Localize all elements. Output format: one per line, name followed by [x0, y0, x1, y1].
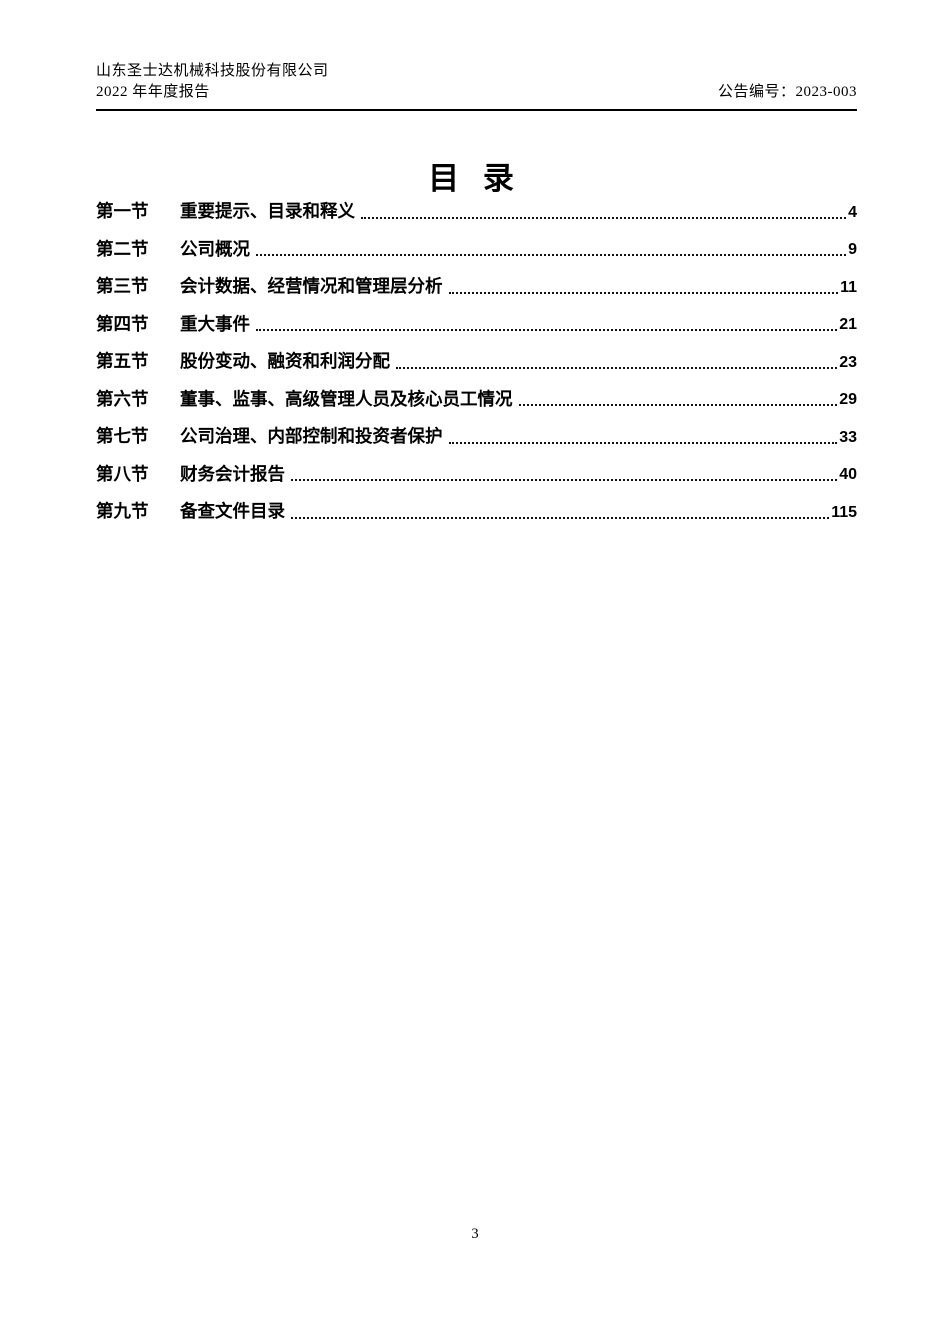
toc-entry-title: 备查文件目录	[180, 501, 285, 521]
toc-section-label: 第九节	[96, 501, 149, 521]
dot-leader	[256, 254, 847, 256]
toc-entry-title: 重大事件	[180, 313, 250, 334]
toc-entry-title: 会计数据、经营情况和管理层分析	[180, 276, 443, 296]
toc-section-label: 第七节	[96, 426, 149, 446]
toc-entry[interactable]: 第五节 股份变动、融资和利润分配 23	[96, 335, 857, 373]
toc-page-number: 33	[839, 428, 857, 446]
toc-entry-title: 董事、监事、高级管理人员及核心员工情况	[180, 388, 513, 409]
dot-leader	[361, 216, 847, 219]
toc-section-label: 第三节	[96, 276, 149, 296]
toc-section-label: 第六节	[96, 388, 149, 409]
toc-section-label: 第二节	[96, 238, 149, 259]
toc-list: 第一节 重要提示、目录和释义 4 第二节 公司概况 9 第三节 会计数据、经营情…	[96, 185, 857, 523]
toc-entry[interactable]: 第六节 董事、监事、高级管理人员及核心员工情况 29	[96, 373, 857, 411]
toc-title: 目 录	[428, 161, 522, 196]
toc-page-number: 9	[848, 241, 857, 258]
toc-section-label: 第一节	[96, 201, 149, 221]
toc-entry-title: 股份变动、融资和利润分配	[180, 351, 390, 371]
toc-page-number: 29	[839, 391, 857, 408]
header-left: 山东圣士达机械科技股份有限公司 2022 年年度报告	[96, 61, 329, 103]
toc-page-number: 11	[840, 278, 857, 296]
toc-entry[interactable]: 第三节 会计数据、经营情况和管理层分析 11	[96, 260, 857, 298]
toc-page-number: 4	[848, 203, 857, 221]
toc-page-number: 115	[831, 503, 857, 521]
toc-entry-title: 重要提示、目录和释义	[180, 201, 355, 221]
toc-entry[interactable]: 第一节 重要提示、目录和释义 4	[96, 185, 857, 223]
announcement-number: 公告编号：2023-003	[718, 84, 857, 100]
toc-page-number: 40	[839, 466, 857, 483]
toc-entry[interactable]: 第四节 重大事件 21	[96, 298, 857, 336]
toc-section-label: 第五节	[96, 351, 149, 371]
toc-entry[interactable]: 第八节 财务会计报告 40	[96, 448, 857, 486]
toc-section-label: 第四节	[96, 313, 149, 334]
dot-leader	[518, 404, 838, 406]
footer-page-number: 3	[471, 1226, 479, 1242]
toc-page-number: 21	[839, 316, 857, 333]
toc-entry[interactable]: 第九节 备查文件目录 115	[96, 485, 857, 523]
dot-leader	[396, 366, 838, 369]
toc-entry[interactable]: 第七节 公司治理、内部控制和投资者保护 33	[96, 410, 857, 448]
toc-section-label: 第八节	[96, 463, 149, 484]
toc-entry-title: 公司概况	[180, 238, 250, 259]
report-title: 2022 年年度报告	[96, 84, 210, 100]
dot-leader	[448, 441, 838, 444]
dot-leader	[291, 479, 838, 481]
company-name: 山东圣士达机械科技股份有限公司	[96, 63, 329, 79]
toc-entry-title: 公司治理、内部控制和投资者保护	[180, 426, 443, 446]
toc-entry-title: 财务会计报告	[180, 463, 285, 484]
toc-entry[interactable]: 第二节 公司概况 9	[96, 223, 857, 261]
page-header: 山东圣士达机械科技股份有限公司 2022 年年度报告 公告编号：2023-003	[96, 61, 857, 111]
dot-leader	[291, 516, 830, 519]
dot-leader	[448, 291, 839, 294]
toc-page-number: 23	[839, 353, 857, 371]
dot-leader	[256, 329, 838, 331]
